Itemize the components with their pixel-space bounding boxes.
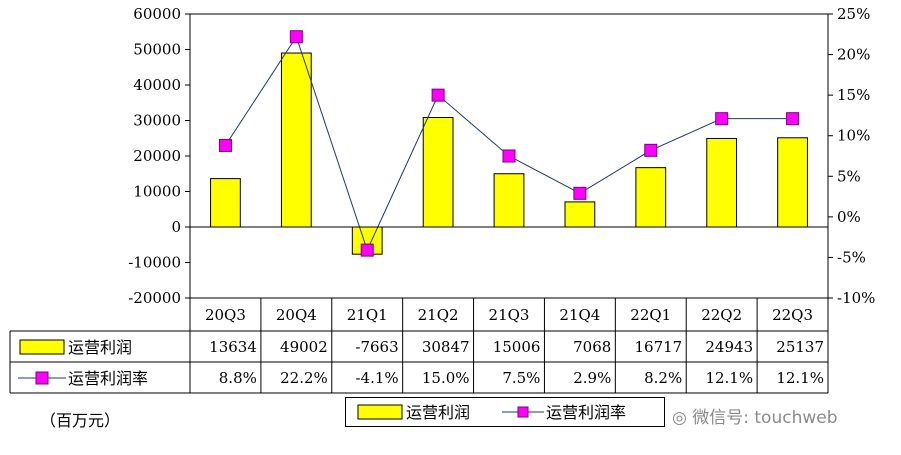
- line-point: [715, 112, 729, 126]
- line-value-label: 22.2%: [280, 369, 328, 387]
- category-label: 21Q2: [418, 306, 459, 324]
- category-label: 20Q4: [276, 306, 317, 324]
- right-tick-label: 25%: [837, 5, 870, 23]
- left-tick-label: 10000: [133, 183, 181, 201]
- watermark: ◎ 微信号: touchweb: [668, 403, 842, 428]
- legend-line-label: 运营利润率: [546, 403, 626, 422]
- bar: [493, 173, 525, 228]
- category-label: 21Q3: [489, 306, 530, 324]
- line-value-label: 12.1%: [705, 369, 753, 387]
- line-point: [644, 143, 658, 157]
- bar-value-label: 25137: [776, 338, 824, 356]
- right-tick-label: 10%: [837, 127, 870, 145]
- left-tick-label: -20000: [128, 289, 181, 307]
- line-point: [431, 88, 445, 102]
- line-value-label: 8.8%: [219, 369, 257, 387]
- right-tick-label: -5%: [837, 248, 866, 266]
- left-tick-label: 50000: [133, 41, 181, 59]
- left-tick-label: -10000: [128, 254, 181, 272]
- right-tick-label: -10%: [837, 289, 875, 307]
- bar: [280, 52, 312, 228]
- line-value-label: 8.2%: [644, 369, 682, 387]
- line-value-label: 12.1%: [776, 369, 824, 387]
- bar: [777, 137, 808, 228]
- left-tick-label: 40000: [133, 76, 181, 94]
- bar-value-label: 13634: [209, 338, 257, 356]
- bar-value-label: 30847: [422, 338, 470, 356]
- right-axis-ticks: 25% 20% 15% 10% 5% 0% -5% -10%: [828, 5, 875, 307]
- right-tick-label: 0%: [837, 208, 861, 226]
- watermark-text: 微信号: touchweb: [692, 408, 838, 428]
- bar-value-label: 7068: [573, 338, 611, 356]
- bar: [210, 178, 241, 228]
- line-series: [218, 30, 800, 257]
- line-point: [218, 138, 232, 152]
- left-tick-label: 30000: [133, 112, 181, 130]
- category-label: 22Q2: [701, 306, 742, 324]
- table-line-marker: [35, 371, 49, 385]
- bar: [635, 167, 667, 228]
- bar-value-label: 15006: [493, 338, 541, 356]
- legend: 运营利润 运营利润率: [345, 397, 665, 427]
- left-tick-label: 20000: [133, 147, 181, 165]
- data-table: 20Q3 13634 8.8% 20Q4 49002 22.2% 21Q1 -7663 -4.1…: [9, 298, 829, 394]
- left-axis-ticks: 60000 50000 40000 30000 20000 10000 0 -10000 -20…: [128, 5, 190, 307]
- right-tick-label: 5%: [837, 167, 861, 185]
- line-value-label: 15.0%: [422, 369, 470, 387]
- category-label: 21Q1: [347, 306, 388, 324]
- right-tick-label: 15%: [837, 86, 870, 104]
- bar: [422, 116, 454, 228]
- legend-bar-label: 运营利润: [406, 403, 470, 422]
- legend-bar-swatch: [357, 404, 403, 420]
- bar-value-label: 24943: [705, 338, 753, 356]
- legend-line-marker: [517, 406, 529, 418]
- left-tick-label: 0: [171, 218, 181, 236]
- table-line-name: 运营利润率: [68, 369, 148, 388]
- right-tick-label: 20%: [837, 46, 870, 64]
- line-value-label: 7.5%: [502, 369, 540, 387]
- left-tick-label: 60000: [133, 5, 181, 23]
- unit-label: （百万元）: [40, 411, 121, 430]
- table-bar-name: 运营利润: [68, 338, 132, 357]
- bar-series: [210, 52, 808, 255]
- line-point: [786, 112, 800, 126]
- category-label: 21Q4: [559, 306, 600, 324]
- wechat-icon: ◎: [672, 408, 687, 428]
- line-point: [360, 243, 374, 257]
- category-label: 22Q1: [630, 306, 671, 324]
- plot-frame: [189, 13, 829, 299]
- bar-value-label: 49002: [280, 338, 328, 356]
- line-point: [502, 149, 516, 163]
- bar-value-label: 16717: [635, 338, 683, 356]
- bar: [706, 137, 738, 228]
- bar-value-label: -7663: [355, 338, 398, 356]
- category-label: 20Q3: [205, 306, 246, 324]
- line-point: [573, 186, 587, 200]
- line-point: [289, 30, 303, 44]
- bar: [564, 201, 596, 228]
- line-value-label: 2.9%: [573, 369, 611, 387]
- line-value-label: -4.1%: [355, 369, 398, 387]
- category-label: 22Q3: [772, 306, 813, 324]
- table-bar-key: [19, 339, 65, 355]
